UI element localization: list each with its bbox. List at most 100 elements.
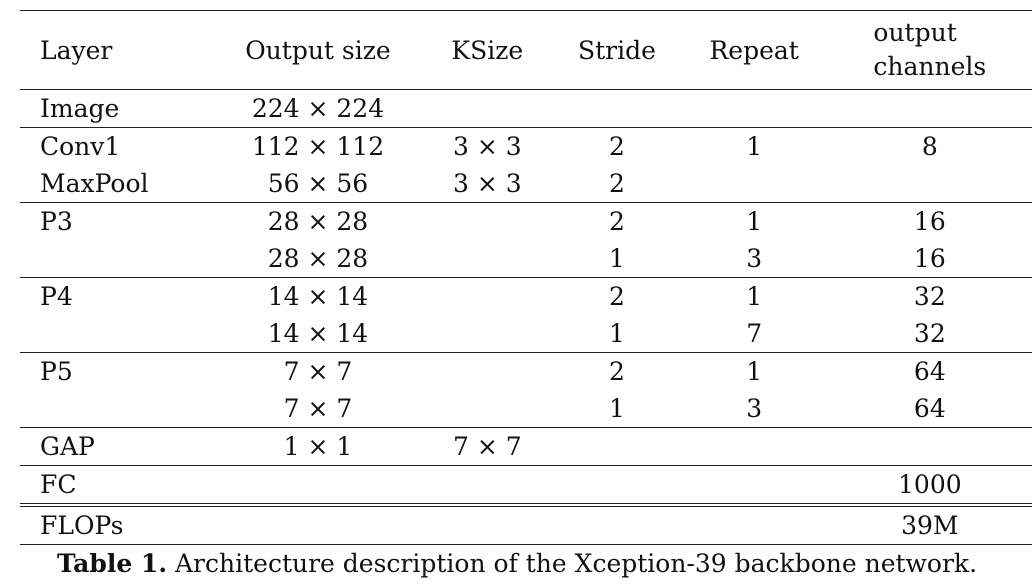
cell-output-size: 28 × 28 xyxy=(267,244,369,273)
cell-layer: P4 xyxy=(20,277,215,315)
table-row: MaxPool 56 × 56 3 × 3 2 xyxy=(20,165,1032,203)
cell-channels: 16 xyxy=(827,202,1032,240)
header-repeat: Repeat xyxy=(680,10,828,90)
cell-channels: 16 xyxy=(913,244,946,273)
cell-stride: 2 xyxy=(553,127,681,165)
cell-layer: FLOPs xyxy=(20,503,215,545)
header-ksize: KSize xyxy=(421,10,554,90)
cell-ksize xyxy=(421,390,553,428)
table-header: Layer Output size KSize Stride Repeat ou… xyxy=(20,10,1032,90)
cell-output-size: 28 × 28 xyxy=(214,202,422,240)
cell-ksize xyxy=(421,465,554,505)
cell-channels: 8 xyxy=(827,127,1032,165)
cell-channels xyxy=(828,165,1032,203)
cell-repeat: 1 xyxy=(680,277,828,315)
cell-ksize xyxy=(421,503,554,545)
cell-layer xyxy=(20,390,215,428)
cell-layer: P5 xyxy=(20,352,215,390)
cell-stride xyxy=(553,503,681,545)
header-channels-line1: output xyxy=(873,18,957,48)
cell-channels: 39M xyxy=(827,503,1032,545)
cell-repeat xyxy=(680,465,828,505)
cell-output-size: 1 × 1 xyxy=(214,427,422,466)
cell-layer xyxy=(20,315,215,353)
cell-stride xyxy=(553,90,680,128)
cell-layer xyxy=(20,240,215,278)
cell-repeat xyxy=(680,427,828,466)
table-row: P4 14 × 14 2 1 32 xyxy=(20,277,1032,315)
cell-stride: 2 xyxy=(553,202,681,240)
cell-repeat: 3 xyxy=(746,244,763,273)
cell-ksize xyxy=(421,90,553,128)
cell-repeat: 7 xyxy=(746,319,763,348)
caption-label: Table 1. xyxy=(56,549,168,578)
table-row: FLOPs 39M xyxy=(20,503,1032,545)
cell-channels: 32 xyxy=(827,277,1032,315)
cell-channels: 64 xyxy=(913,394,946,423)
table-caption: Table 1. Architecture description of the… xyxy=(2,549,1032,578)
cell-channels: 64 xyxy=(827,352,1032,390)
cell-repeat xyxy=(681,90,828,128)
header-output-channels-label: output channels xyxy=(873,16,986,84)
architecture-table: Layer Output size KSize Stride Repeat ou… xyxy=(20,10,1032,545)
cell-stride: 1 xyxy=(609,244,625,273)
table-row: 14 × 14 1 7 32 xyxy=(20,315,1032,353)
table-row: 7 × 7 1 3 64 xyxy=(20,390,1032,428)
table-row: P5 7 × 7 2 1 64 xyxy=(20,352,1032,390)
cell-layer: Conv1 xyxy=(20,127,215,165)
table-row: 28 × 28 1 3 16 xyxy=(20,240,1032,278)
header-channels-line2: channels xyxy=(873,52,987,81)
cell-repeat: 3 xyxy=(746,394,763,423)
cell-stride: 2 xyxy=(553,277,681,315)
cell-repeat xyxy=(681,165,828,203)
cell-layer: Image xyxy=(40,94,120,123)
cell-stride: 1 xyxy=(609,394,625,423)
cell-ksize xyxy=(421,240,553,278)
cell-output-size: 7 × 7 xyxy=(283,394,353,423)
cell-repeat xyxy=(680,503,828,545)
cell-stride: 2 xyxy=(553,352,681,390)
cell-layer: FC xyxy=(20,465,215,505)
table-row: Conv1 112 × 112 3 × 3 2 1 8 xyxy=(20,127,1032,165)
header-stride: Stride xyxy=(553,10,681,90)
cell-channels: 1000 xyxy=(827,465,1032,505)
cell-output-size xyxy=(214,503,422,545)
cell-output-size: 112 × 112 xyxy=(214,127,422,165)
cell-output-size: 14 × 14 xyxy=(267,319,369,348)
cell-stride xyxy=(553,465,681,505)
header-layer: Layer xyxy=(20,10,215,90)
cell-repeat: 1 xyxy=(680,202,828,240)
cell-ksize xyxy=(421,352,554,390)
table-figure: Layer Output size KSize Stride Repeat ou… xyxy=(20,10,1032,578)
cell-repeat: 1 xyxy=(680,127,828,165)
cell-ksize: 3 × 3 xyxy=(452,169,522,198)
cell-channels: 32 xyxy=(913,319,946,348)
cell-stride: 2 xyxy=(609,169,625,198)
cell-ksize: 3 × 3 xyxy=(421,127,554,165)
cell-ksize: 7 × 7 xyxy=(421,427,554,466)
cell-layer: MaxPool xyxy=(40,169,149,198)
cell-stride: 1 xyxy=(609,319,625,348)
cell-ksize xyxy=(421,277,554,315)
cell-ksize xyxy=(421,315,553,353)
table-row: P3 28 × 28 2 1 16 xyxy=(20,202,1032,240)
cell-layer: P3 xyxy=(20,202,215,240)
table-row: GAP 1 × 1 7 × 7 xyxy=(20,427,1032,466)
table-body: Image 224 × 224 Conv1 112 × 112 3 × 3 2 … xyxy=(20,90,1032,545)
cell-channels xyxy=(828,90,1032,128)
cell-channels xyxy=(827,427,1032,466)
caption-text: Architecture description of the Xception… xyxy=(167,549,978,578)
cell-ksize xyxy=(421,202,554,240)
cell-output-size: 56 × 56 xyxy=(267,169,369,198)
cell-stride xyxy=(553,427,681,466)
header-output-size: Output size xyxy=(214,10,422,90)
cell-repeat: 1 xyxy=(680,352,828,390)
header-output-channels: output channels xyxy=(827,10,1032,90)
header-row: Layer Output size KSize Stride Repeat ou… xyxy=(20,10,1032,90)
cell-layer: GAP xyxy=(20,427,215,466)
cell-output-size: 224 × 224 xyxy=(251,94,385,123)
table-row: FC 1000 xyxy=(20,465,1032,505)
table-row: Image 224 × 224 xyxy=(20,90,1032,128)
cell-output-size: 7 × 7 xyxy=(214,352,422,390)
cell-output-size: 14 × 14 xyxy=(214,277,422,315)
